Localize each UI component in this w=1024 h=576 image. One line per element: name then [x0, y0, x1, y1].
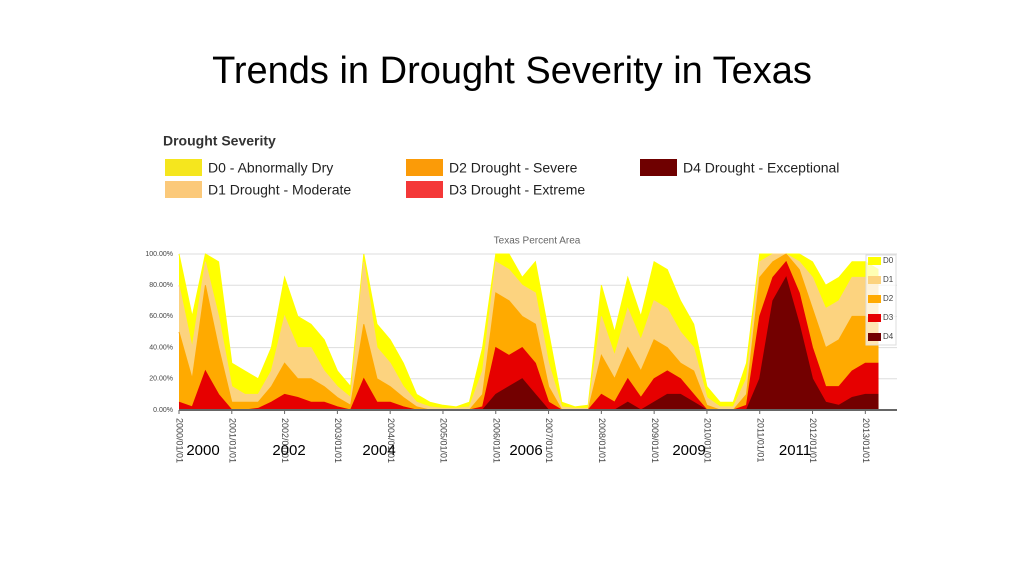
slide-title: Trends in Drought Severity in Texas — [212, 50, 812, 92]
x-tick-label: 2006/01/01 — [491, 418, 501, 463]
series-legend-label: D2 — [883, 294, 894, 303]
x-tick-label: 2002/01/01 — [280, 418, 290, 463]
y-tick-label: 60.00% — [149, 313, 173, 320]
area-edge — [178, 253, 879, 408]
year-annotation: 2000 — [186, 442, 219, 459]
year-annotation: 2011 — [779, 442, 811, 459]
x-tick-label: 2007/01/01 — [544, 418, 554, 463]
series-legend-label: D3 — [883, 313, 894, 322]
legend-swatch — [406, 181, 443, 198]
x-tick-label: 2003/01/01 — [333, 418, 343, 463]
y-tick-label: 80.00% — [149, 282, 173, 289]
x-tick-label: 2004/01/01 — [386, 418, 396, 463]
year-annotation: 2006 — [509, 442, 542, 459]
legend-swatch — [406, 159, 443, 176]
series-legend-swatch — [868, 257, 881, 265]
legend-label: D4 Drought - Exceptional — [683, 160, 839, 176]
area-edge — [178, 260, 879, 411]
year-annotation: 2002 — [272, 442, 305, 459]
legend-title: Drought Severity — [163, 133, 276, 149]
series-legend-swatch — [868, 295, 881, 303]
chart-title: Texas Percent Area — [494, 236, 581, 247]
x-tick-label: 2011/01/01 — [755, 418, 765, 462]
legend-label: D0 - Abnormally Dry — [208, 160, 333, 176]
legend-label: D2 Drought - Severe — [449, 160, 578, 176]
x-tick-label: 2008/01/01 — [597, 418, 607, 463]
legend-swatch — [640, 159, 677, 176]
area-fill — [179, 254, 879, 410]
series-legend-swatch — [868, 314, 881, 322]
legend-swatch — [165, 181, 202, 198]
y-tick-label: 0.00% — [153, 407, 173, 414]
legend-label: D3 Drought - Extreme — [449, 182, 585, 198]
x-tick-label: 2012/01/01 — [808, 418, 818, 463]
x-tick-label: 2005/01/01 — [439, 418, 449, 463]
area-fill — [179, 277, 879, 410]
y-tick-label: 40.00% — [149, 344, 173, 351]
legend-label: D1 Drought - Moderate — [208, 182, 351, 198]
year-annotation: 2009 — [672, 442, 705, 459]
series-legend-label: D1 — [883, 275, 894, 284]
year-annotation: 2004 — [362, 442, 395, 459]
y-tick-label: 100.00% — [145, 251, 173, 258]
series-legend-label: D0 — [883, 256, 894, 265]
series-legend-label: D4 — [883, 332, 894, 341]
area-edge — [178, 253, 879, 411]
series-legend-swatch — [868, 333, 881, 341]
y-tick-label: 20.00% — [149, 376, 173, 383]
x-tick-label: 2009/01/01 — [650, 418, 660, 463]
x-tick-label: 2013/01/01 — [861, 418, 871, 463]
x-tick-label: 2001/01/01 — [227, 418, 237, 463]
area-edge — [178, 253, 879, 409]
x-tick-label: 2010/01/01 — [703, 418, 713, 463]
series-legend-swatch — [868, 276, 881, 284]
legend-swatch — [165, 159, 202, 176]
x-tick-label: 2000/01/01 — [175, 418, 185, 463]
